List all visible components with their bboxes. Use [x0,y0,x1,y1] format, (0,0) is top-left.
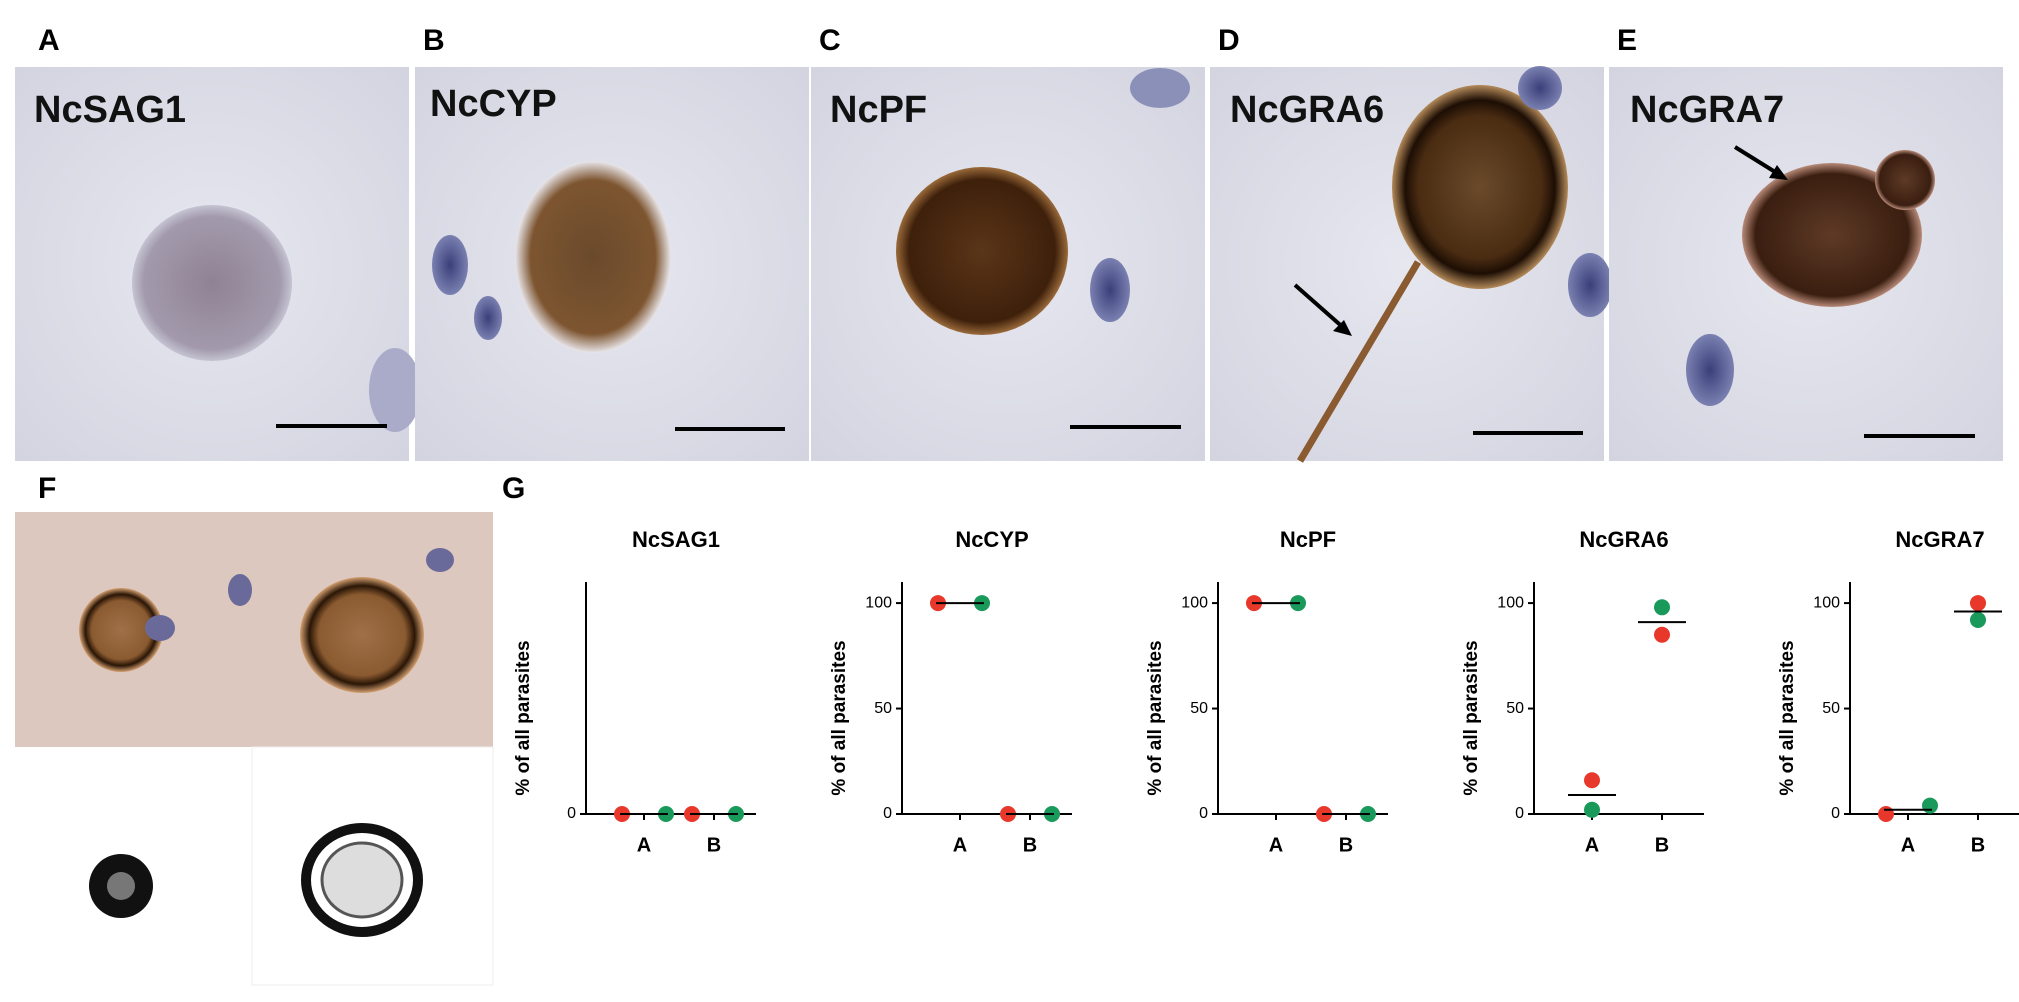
y-tick-label: 50 [1190,700,1208,717]
parasite-cyst [1875,150,1935,210]
y-tick-label: 0 [883,805,892,822]
chart-title: NcPF [1280,527,1336,552]
y-tick-label: 50 [1822,700,1840,717]
binary-cyst [301,823,423,937]
y-tick-label: 50 [874,700,892,717]
nucleus [1130,68,1190,108]
x-tick-label: A [1269,834,1283,856]
nucleus [1518,66,1562,110]
y-tick-label: 100 [1181,594,1208,611]
data-point [1970,595,1986,612]
y-axis-label: % of all parasites [1777,640,1798,795]
panel-letter: E [1617,24,1637,57]
y-tick-label: 0 [1199,805,1208,822]
binary-cyst [107,872,135,900]
parasite-cyst [515,161,671,353]
micrograph-e [1609,67,2003,461]
nucleus [228,574,252,606]
parasite-cyst [300,577,424,693]
parasite-cyst [132,205,292,361]
arrow-head [1769,165,1788,180]
x-tick-label: A [953,834,967,856]
panel-letter: A [38,24,60,57]
y-axis-label: % of all parasites [1461,640,1482,795]
parasite-cyst [896,167,1068,335]
panel-letter: C [819,24,841,57]
data-point [1654,599,1670,616]
data-point [1922,797,1938,814]
panel-label: NcGRA7 [1630,89,1784,131]
micrograph-a [15,67,421,461]
panel-letter: B [423,24,445,57]
nucleus [1686,334,1734,406]
arrow [1293,283,1348,332]
panel-letter: F [38,472,56,505]
arrow [1733,145,1782,177]
y-tick-label: 0 [1831,805,1840,822]
panel-label: NcSAG1 [34,89,186,131]
y-axis-label: % of all parasites [513,640,534,795]
data-point [1970,611,1986,628]
y-axis-label: % of all parasites [829,640,850,795]
parasite-cyst [1742,163,1922,307]
arrow-head [1333,320,1352,336]
micrograph-d [1210,66,1612,463]
y-tick-label: 100 [1813,594,1840,611]
parasite-cyst [1392,85,1568,289]
chart-title: NcCYP [955,527,1028,552]
process [1296,260,1422,463]
chart-title: NcGRA6 [1579,527,1668,552]
x-tick-label: B [1655,834,1669,856]
nucleus [369,348,421,432]
x-tick-label: A [1585,834,1599,856]
parasite-cyst [79,588,163,672]
micrograph-b [415,67,809,461]
panel-letter: G [502,472,525,505]
x-tick-label: A [1901,834,1915,856]
y-tick-label: 0 [567,805,576,822]
x-tick-label: A [637,834,651,856]
panel-letter: D [1218,24,1240,57]
micrograph-c [811,67,1205,461]
y-tick-label: 100 [1497,594,1524,611]
y-tick-label: 0 [1515,805,1524,822]
nucleus [432,235,468,295]
data-point [1584,801,1600,818]
data-point [1654,626,1670,643]
x-tick-label: B [1971,834,1985,856]
nucleus [1568,253,1612,317]
y-tick-label: 50 [1506,700,1524,717]
data-point [1878,806,1894,822]
data-point [1584,772,1600,789]
nucleus [426,548,454,572]
panel-label: NcGRA6 [1230,89,1384,131]
x-tick-label: B [1339,834,1353,856]
nucleus [1090,258,1130,322]
chart-title: NcGRA7 [1895,527,1984,552]
nucleus [474,296,502,340]
panel-label: NcPF [830,89,927,131]
micrograph-f [15,512,494,986]
binary-cyst [320,841,404,919]
nucleus [145,615,175,641]
y-tick-label: 100 [865,594,892,611]
x-tick-label: B [1023,834,1037,856]
panel-label: NcCYP [430,83,557,125]
chart-title: NcSAG1 [632,527,720,552]
y-axis-label: % of all parasites [1145,640,1166,795]
x-tick-label: B [707,834,721,856]
